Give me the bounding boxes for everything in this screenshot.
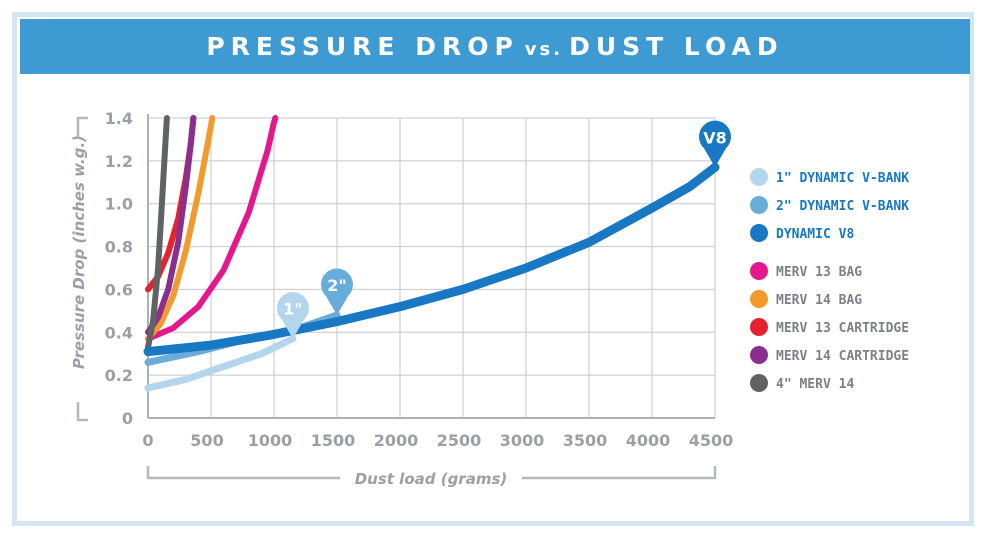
series-line-1-dynamic-v-bank (144, 335, 297, 392)
legend-label: 4" MERV 14 (776, 377, 854, 392)
legend-swatch (750, 290, 768, 308)
series-line-merv-13-bag (145, 115, 279, 342)
legend-label: DYNAMIC V8 (776, 227, 854, 242)
x-tick-label: 500 (190, 431, 223, 450)
legend-label: MERV 14 CARTRIDGE (776, 349, 909, 364)
legend: 1" DYNAMIC V-BANK 2" DYNAMIC V-BANK DYNAMI… (750, 168, 909, 392)
x-bracket-right (522, 466, 717, 480)
legend-swatch (750, 346, 768, 364)
legend-label: MERV 13 BAG (776, 265, 862, 280)
y-tick-label: 0.4 (105, 323, 133, 342)
x-tick-label: 1500 (311, 431, 356, 450)
x-bracket-left (146, 466, 340, 480)
x-tick-label: 2000 (374, 431, 419, 450)
legend-swatch (750, 168, 768, 186)
pin-label: 1" (283, 300, 302, 319)
y-tick-label: 0.6 (105, 280, 133, 299)
legend-swatch (750, 196, 768, 214)
title-banner: PRESSURE DROP vs. DUST LOAD (20, 19, 970, 74)
y-tick-label: 0.2 (105, 366, 133, 385)
axis-titles: Pressure Drop (inches w.g.) Dust load (g… (70, 135, 507, 488)
series-line-merv-14-cartridge (145, 115, 197, 336)
legend-label: MERV 14 BAG (776, 293, 862, 308)
x-tick-label: 1000 (248, 431, 293, 450)
legend-label: MERV 13 CARTRIDGE (776, 321, 909, 336)
legend-swatch (750, 318, 768, 336)
y-tick-label: 1.0 (105, 195, 133, 214)
x-tick-label: 3500 (563, 431, 608, 450)
y-tick-label: 1.2 (105, 152, 133, 171)
pin-marker (699, 120, 731, 168)
series-line-merv-14-bag (145, 115, 216, 342)
legend-swatch (750, 224, 768, 242)
pin-label: 2" (327, 276, 346, 295)
legend-label: 1" DYNAMIC V-BANK (776, 171, 909, 186)
y-axis-ticks: 0 0.2 0.4 0.6 0.8 1.0 1.2 1.4 (105, 109, 133, 428)
series-line-4-merv-14 (145, 115, 170, 351)
title-vs: vs. (524, 39, 564, 60)
pin-marker (321, 268, 354, 316)
y-tick-label: 1.4 (105, 109, 133, 128)
x-axis-ticks: 0 500 1000 1500 2000 2500 3000 3500 4000 4500 (142, 431, 733, 450)
series-pins: 1" 2" V8 (276, 120, 731, 339)
chart-title: PRESSURE DROP vs. DUST LOAD (20, 19, 970, 74)
legend-swatch (750, 262, 768, 280)
y-tick-label: 0 (122, 409, 133, 428)
title-part-2: DUST LOAD (569, 32, 784, 61)
x-tick-label: 2500 (437, 431, 482, 450)
x-tick-label: 4000 (626, 431, 671, 450)
x-tick-label: 3000 (500, 431, 545, 450)
series-lines (143, 115, 720, 392)
y-bracket-bottom (76, 402, 88, 422)
legend-label: 2" DYNAMIC V-BANK (776, 199, 909, 214)
y-bracket-top (76, 116, 88, 138)
series-line-dynamic-v8 (143, 162, 720, 357)
y-axis-title: Pressure Drop (inches w.g.) (70, 135, 88, 369)
axis-brackets (76, 116, 717, 480)
x-axis-title: Dust load (grams) (355, 470, 508, 488)
pin-marker (276, 292, 309, 339)
legend-swatch (750, 374, 768, 392)
title-part-1: PRESSURE DROP (206, 32, 519, 61)
x-tick-label: 0 (142, 431, 153, 450)
grid (147, 114, 716, 419)
x-tick-label: 4500 (689, 431, 734, 450)
pin-label: V8 (703, 128, 727, 147)
y-tick-label: 0.8 (105, 238, 133, 257)
